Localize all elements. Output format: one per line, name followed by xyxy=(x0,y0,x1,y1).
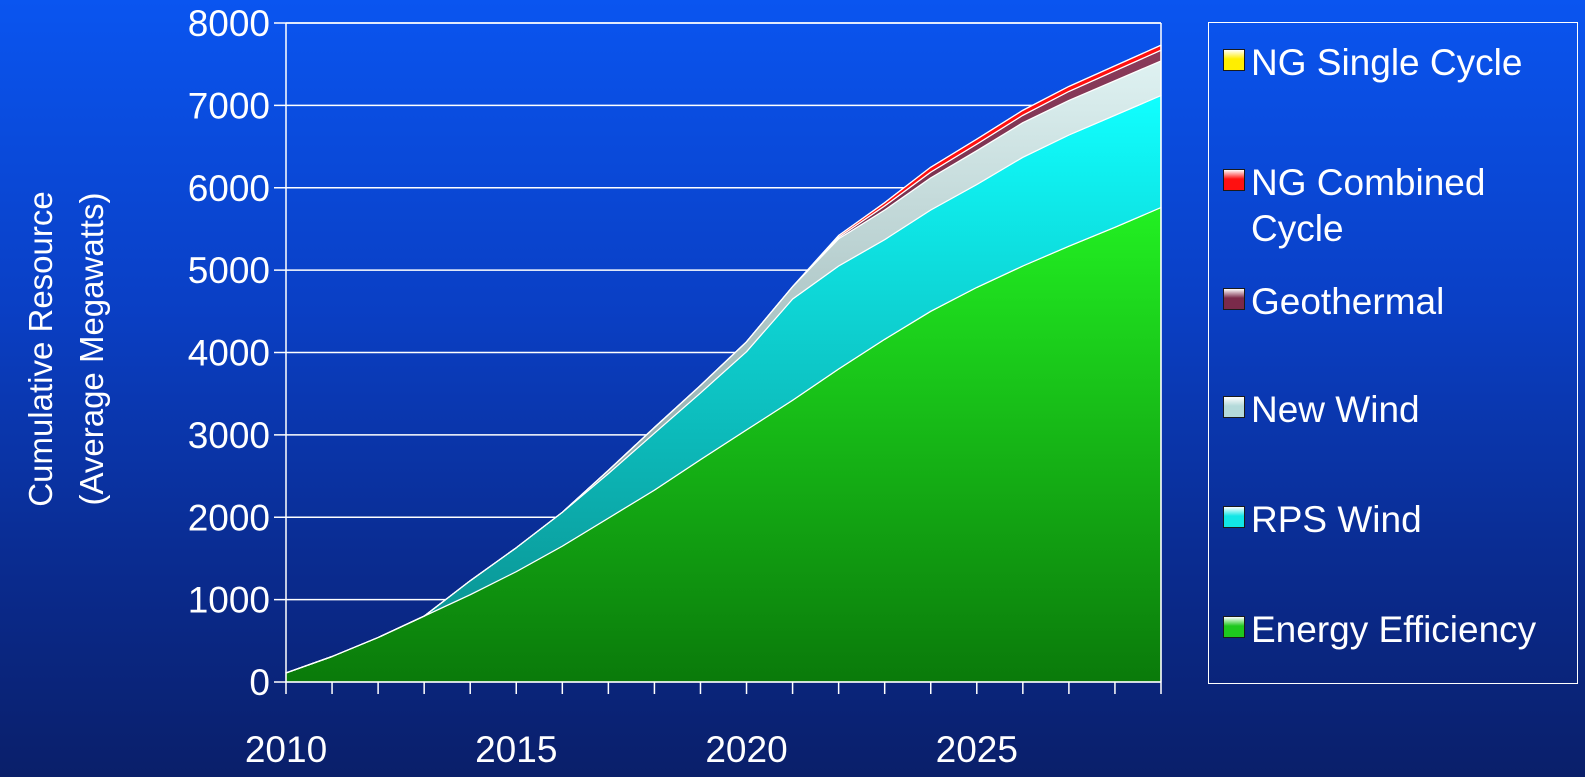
x-tick-label-2025: 2025 xyxy=(936,729,1018,770)
y-axis-title-line-2: (Average Megawatts) xyxy=(73,192,110,505)
y-tick-label-2000: 2000 xyxy=(188,497,270,538)
y-axis-title-line-1: Cumulative Resource xyxy=(22,191,59,506)
y-tick-label-7000: 7000 xyxy=(188,85,270,126)
y-tick-label-6000: 6000 xyxy=(188,168,270,209)
legend-label-energy-efficiency: Energy Efficiency xyxy=(1251,609,1537,650)
legend-label-new-wind: New Wind xyxy=(1251,389,1420,430)
y-tick-label-0: 0 xyxy=(249,662,270,703)
tick-labels: 0 1000 2000 3000 4000 5000 6000 7000 8000 2010 201… xyxy=(188,3,1018,770)
y-tick-label-8000: 8000 xyxy=(188,3,270,44)
legend-label-geothermal: Geothermal xyxy=(1251,281,1445,322)
legend-item-rps-wind: RPS Wind xyxy=(1223,497,1551,543)
plot-areas xyxy=(285,44,1162,683)
legend-label-ng-single-cycle: NG Single Cycle xyxy=(1251,42,1523,83)
legend-item-new-wind: New Wind xyxy=(1223,387,1551,433)
legend-label-rps-wind: RPS Wind xyxy=(1251,499,1422,540)
legend-item-ng-combined-cycle: NG Combined Cycle xyxy=(1223,160,1551,252)
legend: NG Single Cycle NG Combined Cycle Geotherm… xyxy=(1208,22,1578,684)
legend-swatch-new-wind xyxy=(1223,396,1245,418)
y-tick-label-4000: 4000 xyxy=(188,333,270,374)
legend-swatch-ng-single-cycle xyxy=(1223,49,1245,71)
y-tick-label-5000: 5000 xyxy=(188,250,270,291)
legend-swatch-energy-efficiency xyxy=(1223,616,1245,638)
y-tick-label-1000: 1000 xyxy=(188,580,270,621)
legend-swatch-rps-wind xyxy=(1223,506,1245,528)
legend-item-ng-single-cycle: NG Single Cycle xyxy=(1223,40,1551,86)
x-tick-label-2015: 2015 xyxy=(475,729,557,770)
legend-label-ng-combined-cycle: NG Combined Cycle xyxy=(1251,162,1486,249)
axes xyxy=(274,22,1162,694)
x-tick-label-2020: 2020 xyxy=(705,729,787,770)
legend-item-geothermal: Geothermal xyxy=(1223,279,1551,325)
y-tick-label-3000: 3000 xyxy=(188,415,270,456)
legend-swatch-ng-combined-cycle xyxy=(1223,169,1245,191)
legend-swatch-geothermal xyxy=(1223,288,1245,310)
legend-item-energy-efficiency: Energy Efficiency xyxy=(1223,607,1551,653)
x-tick-label-2010: 2010 xyxy=(245,729,327,770)
